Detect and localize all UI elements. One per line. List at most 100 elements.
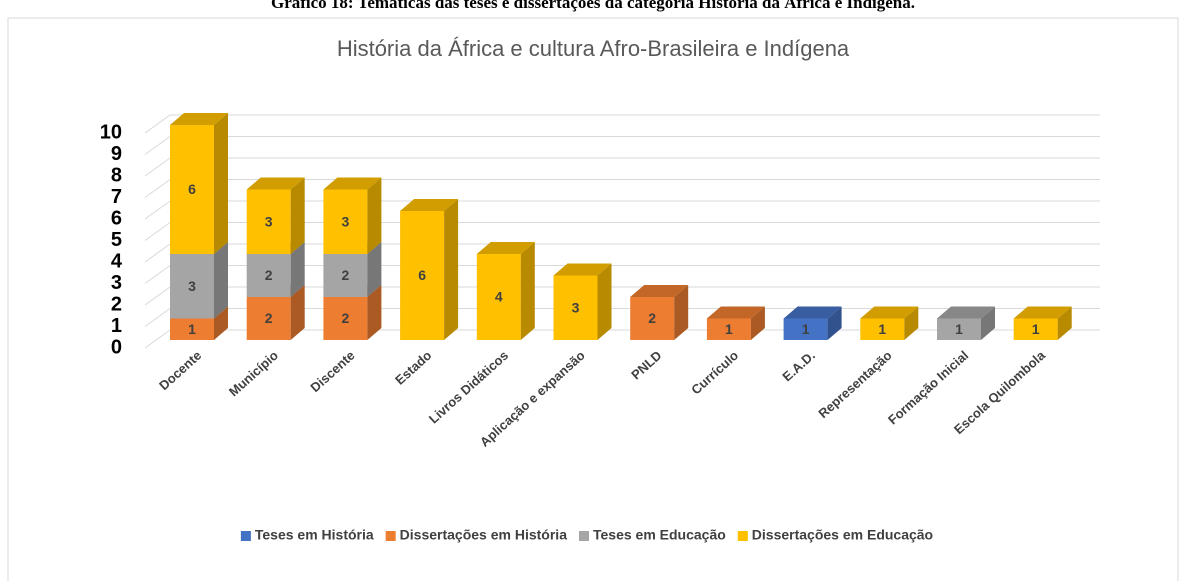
bar-side bbox=[214, 242, 228, 319]
bar-top bbox=[553, 263, 612, 276]
legend-label: Teses em Educação bbox=[593, 527, 726, 543]
bar-top bbox=[323, 177, 382, 190]
bar-top bbox=[937, 306, 995, 319]
bar-front bbox=[246, 254, 291, 297]
bar-top bbox=[630, 285, 689, 297]
bar-side bbox=[367, 177, 382, 254]
y-tick-label: 7 bbox=[111, 186, 122, 208]
grid-line bbox=[144, 157, 171, 177]
y-tick-label: 0 bbox=[111, 336, 122, 358]
bar-front bbox=[860, 318, 905, 340]
y-tick-label: 9 bbox=[111, 143, 122, 165]
bar-side bbox=[750, 306, 765, 340]
bar-top bbox=[860, 306, 919, 319]
bar-front bbox=[1013, 318, 1058, 340]
bar-side bbox=[367, 285, 382, 340]
bar-side bbox=[290, 285, 305, 340]
data-label: 6 bbox=[188, 181, 196, 197]
bar-top bbox=[1013, 306, 1072, 319]
bar-top bbox=[476, 242, 535, 254]
grid-line bbox=[144, 222, 171, 241]
legend-swatch bbox=[578, 531, 589, 541]
bar-front bbox=[246, 297, 291, 340]
y-tick-label: 2 bbox=[111, 293, 122, 315]
grid-line bbox=[144, 308, 171, 327]
bar-front bbox=[170, 318, 214, 340]
bar-side bbox=[1057, 306, 1072, 340]
y-tick-label: 5 bbox=[111, 229, 122, 251]
y-tick-label: 10 bbox=[100, 121, 122, 143]
bar-top bbox=[170, 113, 228, 125]
bar-side bbox=[290, 177, 305, 254]
bar-front bbox=[783, 318, 828, 340]
data-label: 3 bbox=[188, 278, 196, 294]
legend: Teses em História Dissertações em Históri… bbox=[240, 527, 933, 543]
grid-line bbox=[144, 329, 171, 349]
grid-line bbox=[144, 286, 171, 306]
bar-top bbox=[706, 306, 765, 319]
chart-title: História da África e cultura Afro-Brasil… bbox=[337, 36, 850, 61]
bar-top bbox=[783, 306, 842, 319]
caption: Gráfico 18: Temáticas das teses e disser… bbox=[271, 0, 915, 12]
bar-front bbox=[323, 254, 368, 297]
bar-front bbox=[170, 125, 214, 254]
legend-label: Teses em História bbox=[255, 527, 374, 543]
bar-front bbox=[937, 318, 981, 340]
bar-front bbox=[323, 297, 368, 340]
bar-side bbox=[214, 113, 228, 254]
bar-side bbox=[290, 242, 305, 297]
data-label: 1 bbox=[188, 321, 196, 337]
data-label: 2 bbox=[265, 267, 273, 283]
y-tick-label: 6 bbox=[111, 207, 122, 229]
bar-front bbox=[630, 297, 675, 340]
bar-front bbox=[706, 318, 751, 340]
grid-line bbox=[144, 136, 171, 155]
bar-top bbox=[400, 199, 459, 211]
y-tick-label: 4 bbox=[111, 250, 123, 272]
legend-label: Dissertações em Educação bbox=[752, 527, 933, 543]
bar-top bbox=[246, 177, 305, 190]
grid-line bbox=[144, 114, 171, 134]
data-label: 6 bbox=[418, 267, 426, 283]
bar-front bbox=[170, 254, 214, 319]
data-label: 1 bbox=[1032, 321, 1040, 337]
data-label: 1 bbox=[955, 321, 963, 337]
bar-side bbox=[904, 306, 919, 340]
legend-label: Dissertações em História bbox=[400, 527, 568, 543]
data-label: 2 bbox=[342, 310, 350, 326]
data-label: 4 bbox=[495, 289, 503, 305]
bar-front bbox=[476, 254, 521, 340]
y-tick-label: 1 bbox=[111, 315, 122, 337]
grid-line bbox=[144, 200, 171, 220]
bar-front bbox=[246, 189, 291, 254]
data-label: 2 bbox=[648, 310, 656, 326]
grid-line bbox=[144, 243, 171, 263]
bar-front bbox=[553, 275, 598, 340]
bar-side bbox=[444, 199, 459, 340]
data-label: 1 bbox=[802, 321, 810, 337]
data-label: 3 bbox=[342, 213, 350, 229]
legend-swatch bbox=[737, 531, 748, 541]
bar-side bbox=[214, 306, 228, 340]
bar-front bbox=[400, 211, 445, 340]
legend-swatch bbox=[385, 531, 396, 541]
data-label: 1 bbox=[878, 321, 886, 337]
bar-side bbox=[981, 306, 995, 340]
data-label: 2 bbox=[342, 267, 350, 283]
bar-side bbox=[367, 242, 382, 297]
data-label: 3 bbox=[265, 213, 273, 229]
bar-side bbox=[674, 285, 689, 340]
data-label: 2 bbox=[265, 310, 273, 326]
data-label: 3 bbox=[572, 299, 580, 315]
bar-side bbox=[520, 242, 535, 340]
y-tick-label: 8 bbox=[111, 164, 122, 186]
grid-line bbox=[144, 179, 171, 198]
y-tick-label: 3 bbox=[111, 272, 122, 294]
data-label: 1 bbox=[725, 321, 733, 337]
bar-front bbox=[323, 189, 368, 254]
grid-line bbox=[144, 265, 171, 284]
bar-side bbox=[597, 263, 612, 340]
legend-swatch bbox=[240, 531, 251, 541]
bar-side bbox=[827, 306, 842, 340]
